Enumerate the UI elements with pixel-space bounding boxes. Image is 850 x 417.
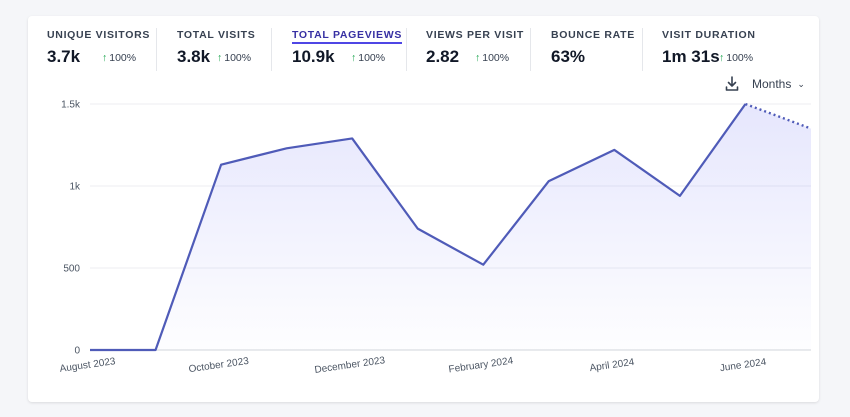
divider — [530, 28, 531, 71]
pageviews-chart: 0 500 1k 1.5k August 2023 October 2023 Decemb… — [59, 100, 812, 376]
metric-change: ↑ 100% — [351, 52, 386, 64]
y-tick-label: 0 — [74, 346, 80, 357]
series-line-partial — [745, 102, 812, 130]
x-tick-label: June 2024 — [719, 357, 767, 374]
y-tick-label: 1k — [69, 182, 81, 193]
x-tick-label: April 2024 — [589, 357, 636, 374]
arrow-up-icon: ↑ — [217, 52, 223, 64]
arrow-up-icon: ↑ — [102, 52, 108, 64]
chevron-down-icon: ⌄ — [797, 79, 805, 89]
metric-label: BOUNCE RATE — [551, 29, 635, 41]
x-tick-label: December 2023 — [314, 355, 386, 376]
x-tick-label: October 2023 — [188, 356, 250, 375]
divider — [156, 28, 157, 71]
metric-label: VIEWS PER VISIT — [426, 29, 525, 41]
y-tick-label: 500 — [63, 264, 80, 275]
y-tick-label: 1.5k — [61, 100, 81, 111]
metric-change: ↑ 100% — [217, 52, 252, 64]
series-area — [90, 104, 811, 350]
metric-value: 63% — [551, 47, 586, 66]
metric-value: 1m 31s — [662, 47, 720, 66]
metric-label: UNIQUE VISITORS — [47, 29, 151, 41]
arrow-up-icon: ↑ — [475, 52, 481, 64]
divider — [271, 28, 272, 71]
download-icon[interactable] — [725, 76, 739, 92]
x-tick-label: August 2023 — [59, 356, 117, 375]
metric-value: 2.82 — [426, 47, 460, 66]
divider — [406, 28, 407, 71]
metric-label: TOTAL VISITS — [177, 29, 256, 41]
metric-value: 3.8k — [177, 47, 211, 66]
metric-change: ↑ 100% — [719, 52, 754, 64]
metric-label: VISIT DURATION — [662, 29, 756, 41]
visitor-graph-card: UNIQUE VISITORS 3.7k ↑ 100% TOTAL VISITS … — [28, 16, 819, 402]
x-tick-label: February 2024 — [448, 355, 514, 375]
series-line — [90, 103, 747, 352]
metric-value: 10.9k — [292, 47, 335, 66]
metric-label: TOTAL PAGEVIEWS — [292, 29, 403, 44]
arrow-up-icon: ↑ — [719, 52, 725, 64]
arrow-up-icon: ↑ — [351, 52, 357, 64]
interval-label: Months — [752, 77, 792, 91]
metric-change: ↑ 100% — [102, 52, 137, 64]
divider — [642, 28, 643, 71]
metric-value: 3.7k — [47, 47, 81, 66]
metric-change: ↑ 100% — [475, 52, 510, 64]
interval-dropdown[interactable]: Months ⌄ — [752, 77, 805, 91]
